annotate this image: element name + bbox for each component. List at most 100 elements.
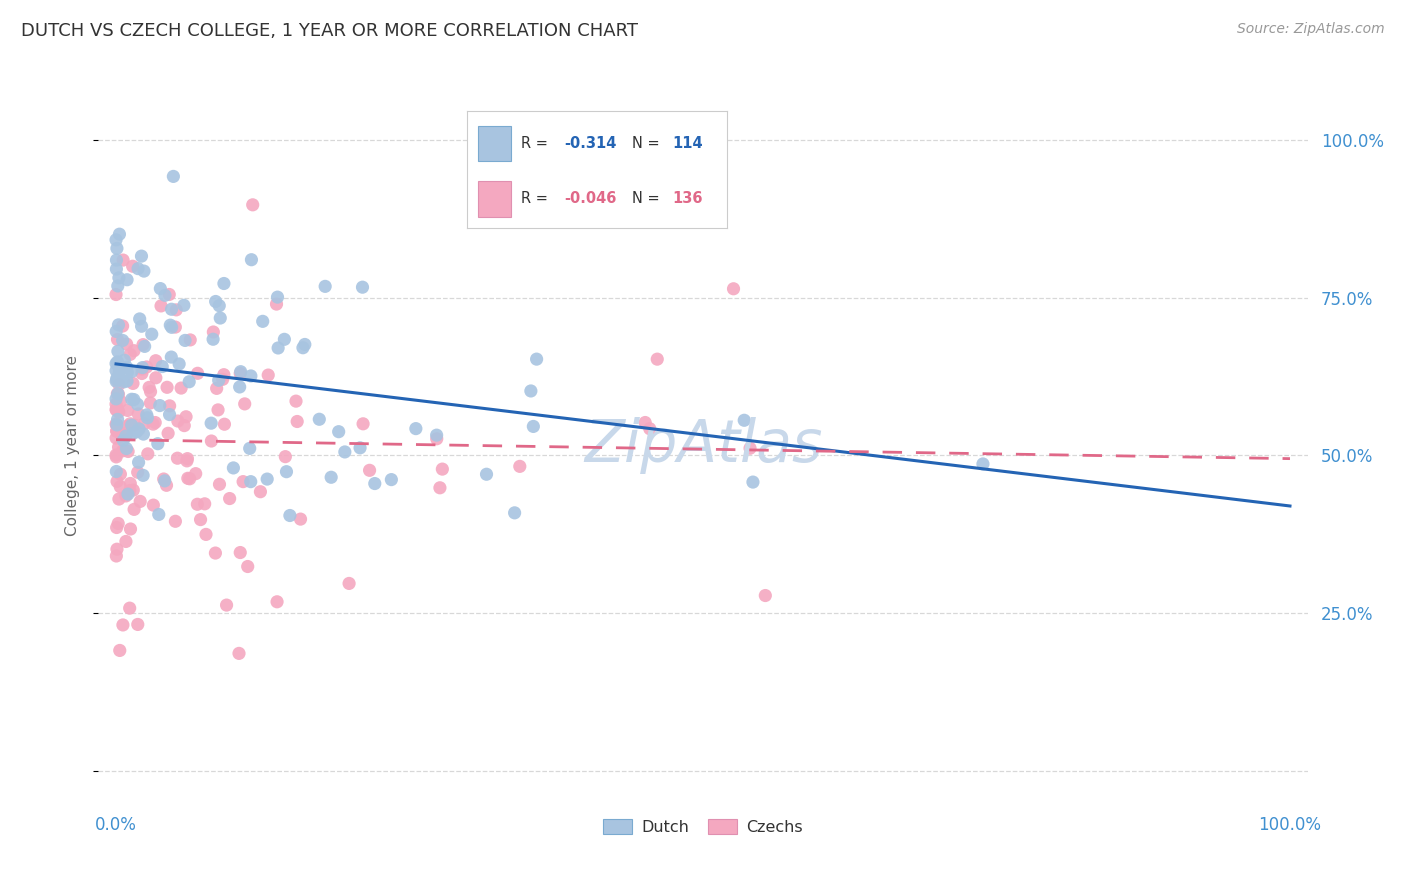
Point bbox=[105, 374, 128, 388]
Point bbox=[145, 353, 167, 368]
Point bbox=[111, 618, 134, 632]
Point bbox=[107, 279, 129, 293]
Point bbox=[170, 381, 193, 395]
Point bbox=[107, 386, 129, 401]
Point bbox=[239, 442, 262, 456]
Point bbox=[153, 474, 176, 488]
Point bbox=[111, 319, 134, 334]
Point bbox=[145, 371, 167, 385]
Point bbox=[115, 442, 138, 456]
Point bbox=[139, 384, 162, 399]
Point bbox=[212, 368, 235, 382]
Point bbox=[208, 373, 231, 387]
Point bbox=[120, 476, 142, 491]
Point bbox=[121, 418, 143, 433]
Point bbox=[131, 319, 153, 334]
Point bbox=[209, 311, 232, 326]
Point bbox=[108, 227, 131, 242]
Point bbox=[160, 350, 183, 364]
Point bbox=[475, 467, 498, 482]
Text: Source: ZipAtlas.com: Source: ZipAtlas.com bbox=[1237, 22, 1385, 37]
Point bbox=[105, 542, 128, 557]
Point bbox=[239, 475, 262, 489]
Point bbox=[121, 259, 143, 273]
Point bbox=[228, 380, 250, 394]
Point bbox=[112, 353, 135, 368]
Point bbox=[107, 318, 129, 332]
Point bbox=[107, 355, 129, 369]
Point bbox=[266, 595, 288, 609]
Point bbox=[321, 470, 343, 484]
Point bbox=[426, 428, 449, 442]
Point bbox=[211, 372, 233, 386]
Point bbox=[159, 408, 181, 422]
Point bbox=[291, 341, 314, 355]
Point bbox=[146, 436, 169, 450]
Point bbox=[108, 643, 131, 657]
Point bbox=[128, 312, 150, 326]
Point bbox=[174, 409, 197, 424]
Point bbox=[131, 249, 153, 263]
Point bbox=[108, 365, 131, 379]
Point bbox=[742, 475, 765, 489]
Point bbox=[266, 297, 288, 311]
Point bbox=[115, 337, 138, 351]
Point bbox=[110, 467, 132, 482]
Point bbox=[120, 347, 142, 361]
Point bbox=[105, 403, 128, 417]
Point bbox=[352, 417, 374, 431]
Point bbox=[110, 394, 132, 409]
Point bbox=[139, 396, 162, 410]
Point bbox=[294, 337, 316, 351]
Point bbox=[141, 327, 163, 342]
Point bbox=[111, 443, 134, 458]
Point bbox=[200, 434, 222, 448]
Point bbox=[229, 545, 252, 559]
Point bbox=[105, 549, 128, 563]
Point bbox=[107, 387, 129, 401]
Point bbox=[128, 455, 150, 469]
Legend: Dutch, Czechs: Dutch, Czechs bbox=[596, 813, 810, 841]
Point bbox=[526, 352, 548, 367]
Point bbox=[115, 273, 138, 287]
Point bbox=[179, 472, 201, 486]
Point bbox=[111, 334, 134, 348]
Point bbox=[136, 410, 159, 425]
Point bbox=[252, 314, 274, 328]
Point bbox=[202, 325, 225, 339]
Point bbox=[127, 397, 149, 411]
Point bbox=[105, 417, 128, 432]
Point bbox=[115, 534, 138, 549]
Point bbox=[115, 374, 138, 388]
Point bbox=[105, 417, 128, 431]
Point bbox=[110, 480, 132, 494]
Point bbox=[274, 450, 297, 464]
Point bbox=[204, 546, 226, 560]
Point bbox=[125, 425, 148, 439]
Point bbox=[122, 502, 145, 516]
Point bbox=[105, 357, 128, 371]
Point bbox=[236, 559, 259, 574]
Point bbox=[105, 425, 128, 439]
Point bbox=[432, 462, 454, 476]
Point bbox=[503, 506, 526, 520]
Point bbox=[165, 302, 187, 317]
Point bbox=[638, 422, 661, 436]
Point bbox=[105, 465, 128, 479]
Point bbox=[166, 414, 188, 428]
Point bbox=[152, 472, 174, 486]
Point bbox=[114, 429, 136, 443]
Point bbox=[121, 392, 143, 407]
Point bbox=[215, 598, 238, 612]
Point bbox=[157, 426, 180, 441]
Point bbox=[127, 617, 149, 632]
Point bbox=[107, 516, 129, 531]
Point bbox=[187, 367, 209, 381]
Point bbox=[522, 419, 544, 434]
Point bbox=[112, 426, 135, 441]
Point bbox=[122, 392, 145, 407]
Point bbox=[129, 494, 152, 508]
Point bbox=[249, 484, 271, 499]
Point bbox=[267, 341, 290, 355]
Point bbox=[723, 282, 745, 296]
